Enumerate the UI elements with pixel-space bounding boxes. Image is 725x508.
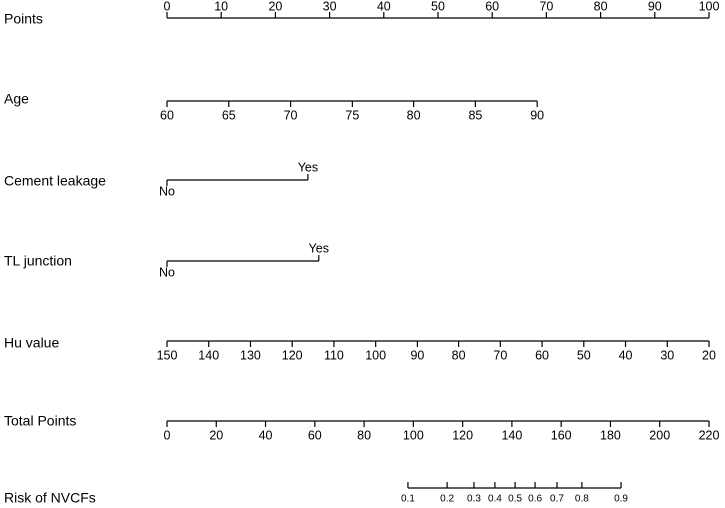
tick-label: 0.4 [488,494,502,505]
tick-label: 80 [452,348,466,362]
tick-label: 85 [468,108,482,122]
tick-label: 40 [377,0,391,13]
row-label: Total Points [4,413,76,429]
tick-label: 110 [324,348,344,362]
tick-label: 80 [357,428,371,442]
tick-label: 0.7 [550,494,564,505]
tick-label: 30 [323,0,337,13]
tick-label: 100 [403,428,424,442]
tick-label: 30 [660,348,674,362]
tick-label: 10 [214,0,228,13]
tick-label: 120 [282,348,303,362]
tick-label: 80 [594,0,608,13]
tick-label: 0.9 [614,494,628,505]
tick-label: 40 [259,428,273,442]
tick-label: 0.3 [467,494,481,505]
tick-label: 0.8 [575,494,589,505]
tick-label: 65 [222,108,236,122]
row-label: Cement leakage [4,173,106,189]
tick-label: No [159,265,175,279]
row-label: Risk of NVCFs [4,490,96,506]
tick-label: Yes [298,160,318,174]
tick-label: 140 [198,348,219,362]
tick-label: 100 [365,348,386,362]
tick-label: 0 [164,0,171,13]
row-label: Points [4,11,43,27]
tick-label: 90 [530,108,544,122]
tick-label: 75 [345,108,359,122]
tick-label: 70 [284,108,298,122]
tick-label: 0.6 [528,494,542,505]
tick-label: 70 [493,348,507,362]
tick-label: 20 [702,348,716,362]
tick-label: 180 [600,428,621,442]
tick-label: 150 [157,348,178,362]
tick-label: 140 [501,428,522,442]
tick-label: 60 [485,0,499,13]
tick-label: 90 [410,348,424,362]
row-label: Age [4,91,29,107]
tick-label: 80 [407,108,421,122]
tick-label: No [159,184,175,198]
tick-label: 220 [699,428,720,442]
tick-label: 130 [240,348,261,362]
tick-label: 0 [164,428,171,442]
row-label: TL junction [4,253,72,269]
tick-label: 70 [539,0,553,13]
tick-label: 50 [431,0,445,13]
tick-label: 100 [699,0,720,13]
tick-label: 0.5 [508,494,522,505]
tick-label: 0.1 [401,494,415,505]
tick-label: 60 [535,348,549,362]
tick-label: 120 [452,428,473,442]
tick-label: 60 [308,428,322,442]
tick-label: 40 [619,348,633,362]
tick-label: 160 [551,428,572,442]
tick-label: 0.2 [440,494,454,505]
tick-label: 20 [268,0,282,13]
tick-label: 50 [577,348,591,362]
tick-label: 20 [209,428,223,442]
tick-label: Yes [309,241,329,255]
tick-label: 90 [648,0,662,13]
row-label: Hu value [4,335,59,351]
tick-label: 200 [649,428,670,442]
tick-label: 60 [160,108,174,122]
